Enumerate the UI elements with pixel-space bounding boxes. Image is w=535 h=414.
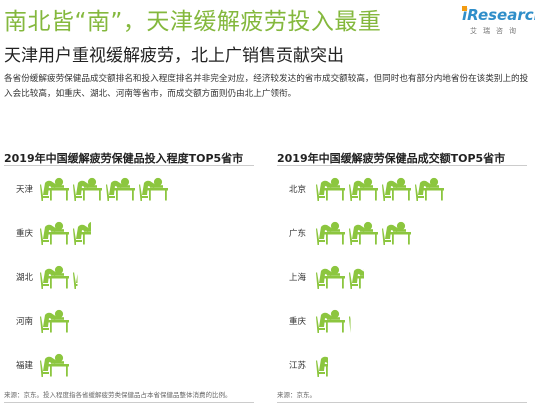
row-label: 福建 — [16, 361, 34, 371]
tired-person-at-desk-icon — [349, 221, 378, 245]
row-label: 湖北 — [16, 273, 34, 283]
tired-person-at-desk-icon — [349, 268, 364, 289]
source-divider-sales — [277, 402, 527, 403]
row-label: 广东 — [289, 229, 307, 239]
tired-person-at-desk-icon — [382, 221, 411, 245]
chart-divider-sales — [277, 165, 527, 166]
row-label: 上海 — [289, 273, 307, 283]
logo-accent-dot — [462, 6, 467, 11]
tired-person-at-desk-icon — [40, 265, 69, 289]
source-divider-investment — [4, 402, 254, 403]
tired-person-at-desk-icon — [40, 353, 69, 377]
tired-person-at-desk-icon — [316, 221, 345, 245]
tired-person-at-desk-icon — [139, 177, 168, 201]
tired-person-at-desk-icon — [349, 316, 351, 333]
logo-wordmark: iResearch — [462, 6, 535, 24]
tired-person-at-desk-icon — [349, 177, 378, 201]
chart-title-investment: 2019年中国缓解疲劳保健品投入程度TOP5省市 — [4, 152, 244, 165]
tired-person-at-desk-icon — [106, 177, 135, 201]
logo-tagline: 艾瑞咨询 — [470, 27, 522, 35]
tired-person-at-desk-icon — [316, 265, 345, 289]
row-label: 天津 — [16, 185, 34, 195]
tired-person-at-desk-icon — [40, 221, 69, 245]
tired-person-at-desk-icon — [316, 309, 345, 333]
page-title: 南北皆“南”，天津缓解疲劳投入最重 — [4, 9, 382, 35]
tired-person-at-desk-icon — [73, 222, 91, 245]
row-label: 北京 — [289, 185, 307, 195]
tired-person-at-desk-icon — [73, 177, 102, 201]
row-label: 重庆 — [289, 317, 307, 327]
row-label: 河南 — [16, 317, 34, 327]
chart-title-sales: 2019年中国缓解疲劳保健品成交额TOP5省市 — [277, 152, 506, 165]
tired-person-at-desk-icon — [316, 356, 328, 377]
source-note-investment: 来源：京东。投入程度指各省缓解疲劳类保健品占本省保健品整体消费的比例。 — [4, 391, 232, 399]
iresearch-logo: iResearch 艾瑞咨询 — [462, 6, 535, 40]
tired-person-at-desk-icon — [40, 177, 69, 201]
row-label: 重庆 — [16, 229, 34, 239]
row-label: 江苏 — [289, 361, 307, 371]
tired-person-at-desk-icon — [73, 272, 78, 289]
tired-person-at-desk-icon — [382, 177, 411, 201]
tired-person-at-desk-icon — [40, 309, 69, 333]
source-note-sales: 来源：京东。 — [277, 391, 316, 399]
tired-person-at-desk-icon — [316, 177, 345, 201]
tired-person-at-desk-icon — [415, 177, 444, 201]
page-description: 各省份缓解疲劳保健品成交额排名和投入程度排名并非完全对应，经济较发达的省市成交额… — [4, 74, 529, 99]
page-subtitle: 天津用户重视缓解疲劳，北上广销售贡献突出 — [4, 46, 344, 66]
chart-divider-investment — [4, 165, 254, 166]
